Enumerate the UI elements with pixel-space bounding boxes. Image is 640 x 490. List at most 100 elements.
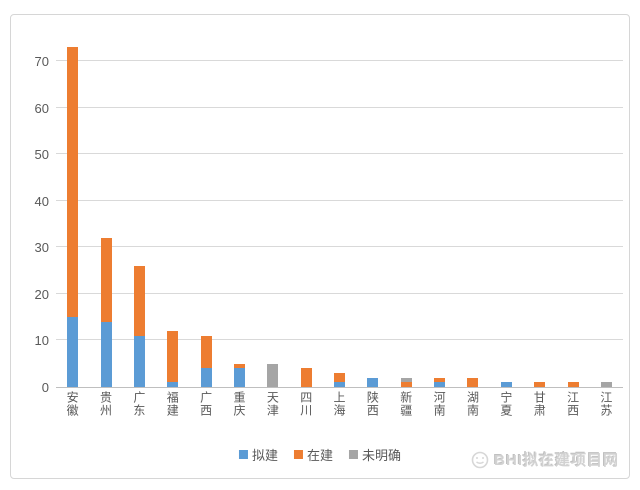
x-axis-label: 上海 — [332, 391, 347, 417]
legend-swatch-icon — [349, 450, 359, 459]
bar-四川 — [300, 368, 312, 387]
bar-segment-未明确 — [400, 377, 412, 383]
bar-河南 — [434, 377, 446, 387]
bar-slot — [423, 48, 456, 387]
bar-陕西 — [367, 377, 379, 387]
legend-label: 在建 — [306, 448, 334, 463]
bar-slot — [556, 48, 589, 387]
x-axis-label: 贵州 — [98, 391, 113, 417]
gridline — [56, 246, 623, 248]
legend-label: 未明确 — [362, 448, 402, 463]
x-label-slot: 江苏 — [590, 391, 623, 417]
x-axis-label: 江西 — [565, 391, 580, 417]
bar-slot — [156, 48, 189, 387]
bar-slot — [256, 48, 289, 387]
y-axis-label: 60 — [34, 100, 49, 116]
bar-福建 — [167, 331, 179, 387]
y-axis-label: 10 — [34, 333, 49, 349]
x-axis-label: 宁夏 — [498, 391, 513, 417]
bar-segment-拟建 — [200, 368, 212, 387]
bar-slot — [89, 48, 122, 387]
x-label-slot: 上海 — [323, 391, 356, 417]
gridline — [56, 153, 623, 155]
plot-area — [56, 47, 623, 388]
watermark-text: BHI拟在建项目网 — [494, 452, 619, 469]
y-axis-label: 40 — [34, 193, 49, 209]
bar-segment-拟建 — [334, 382, 346, 387]
bar-slot — [290, 48, 323, 387]
bar-segment-在建 — [434, 377, 446, 383]
bar-segment-在建 — [67, 47, 79, 318]
x-axis-label: 河南 — [432, 391, 447, 417]
x-axis-label: 甘肃 — [532, 391, 547, 417]
x-label-slot: 安徽 — [56, 391, 89, 417]
bar-slot — [123, 48, 156, 387]
legend-swatch-icon — [293, 450, 303, 459]
x-axis-label: 四川 — [298, 391, 313, 417]
bars-row — [56, 47, 623, 387]
bar-segment-拟建 — [500, 382, 512, 387]
x-label-slot: 四川 — [290, 391, 323, 417]
gridline — [56, 59, 623, 61]
bar-宁夏 — [500, 382, 512, 387]
x-axis-label: 湖南 — [465, 391, 480, 417]
bar-segment-在建 — [167, 331, 179, 383]
gridline — [56, 339, 623, 341]
gridline — [56, 292, 623, 294]
legend-item-未明确: 未明确 — [349, 445, 401, 464]
legend: 拟建 在建 未明确 — [238, 445, 401, 464]
bar-slot — [590, 48, 623, 387]
bar-slot — [490, 48, 523, 387]
x-axis: 安徽 贵州 广东 福建 广西 重庆 天津 四川 上海 陕西 新疆 河南 湖南 宁夏 甘肃 江西 江苏 — [56, 391, 623, 417]
bar-slot — [356, 48, 389, 387]
x-label-slot: 新疆 — [390, 391, 423, 417]
x-axis-label: 江苏 — [598, 391, 613, 417]
x-label-slot: 天津 — [256, 391, 289, 417]
x-label-slot: 福建 — [156, 391, 189, 417]
x-axis-label: 陕西 — [365, 391, 380, 417]
bar-segment-拟建 — [67, 317, 79, 387]
bar-segment-拟建 — [367, 377, 379, 387]
chart-frame: 0 10 20 30 40 50 60 70 安徽 贵州 广东 福建 广西 重庆 天津 四川 上海 陕西 新疆 河南… — [10, 14, 630, 479]
bar-江苏 — [600, 382, 612, 387]
x-label-slot: 贵州 — [89, 391, 122, 417]
bar-segment-未明确 — [600, 382, 612, 387]
gridline — [56, 106, 623, 108]
x-label-slot: 陕西 — [356, 391, 389, 417]
x-axis-label: 新疆 — [398, 391, 413, 417]
x-axis-label: 安徽 — [65, 391, 80, 417]
bar-天津 — [267, 363, 279, 387]
bar-segment-在建 — [200, 335, 212, 369]
bar-安徽 — [67, 47, 79, 387]
x-label-slot: 重庆 — [223, 391, 256, 417]
legend-item-在建: 在建 — [293, 445, 334, 464]
bar-slot — [323, 48, 356, 387]
x-axis-label: 广西 — [198, 391, 213, 417]
bar-slot — [189, 48, 222, 387]
y-axis-label: 50 — [34, 147, 49, 163]
bar-segment-未明确 — [267, 363, 279, 387]
bar-segment-拟建 — [233, 368, 245, 387]
bar-slot — [456, 48, 489, 387]
watermark: BHI拟在建项目网 — [471, 449, 619, 470]
x-axis-label: 重庆 — [231, 391, 246, 417]
x-label-slot: 河南 — [423, 391, 456, 417]
bar-湖南 — [467, 377, 479, 387]
x-axis-label: 福建 — [165, 391, 180, 417]
y-axis-label: 70 — [34, 53, 49, 69]
bar-江西 — [567, 382, 579, 387]
bar-segment-在建 — [534, 382, 546, 387]
gridline — [56, 199, 623, 201]
y-axis-label: 20 — [34, 286, 49, 302]
x-label-slot: 广西 — [189, 391, 222, 417]
x-label-slot: 湖南 — [456, 391, 489, 417]
x-label-slot: 广东 — [123, 391, 156, 417]
bar-重庆 — [233, 363, 245, 387]
bar-slot — [56, 47, 89, 387]
x-axis-label: 广东 — [131, 391, 146, 417]
bar-segment-在建 — [133, 265, 145, 336]
bar-segment-在建 — [233, 363, 245, 369]
bar-segment-拟建 — [167, 382, 179, 387]
bar-segment-在建 — [467, 377, 479, 387]
